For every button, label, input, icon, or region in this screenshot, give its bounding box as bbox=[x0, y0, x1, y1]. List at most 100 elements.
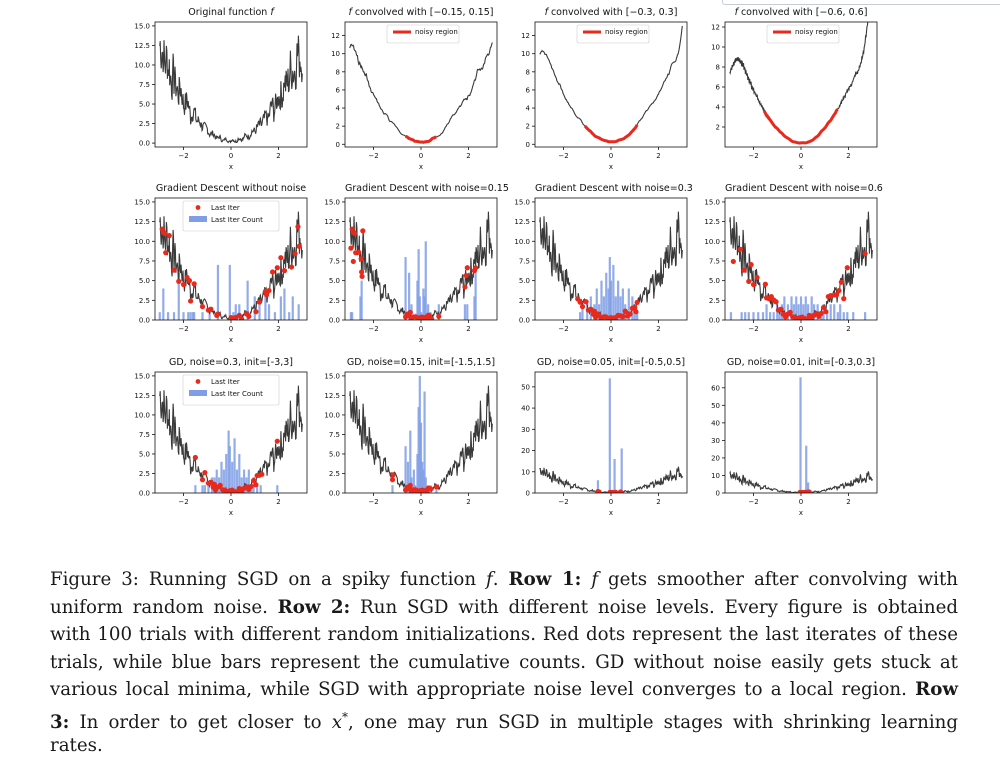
count-bar bbox=[608, 257, 611, 320]
last-iter-dot bbox=[239, 316, 245, 320]
count-bar bbox=[419, 422, 423, 493]
plot-area bbox=[539, 25, 683, 144]
legend-dot-swatch bbox=[195, 379, 201, 384]
count-bar bbox=[227, 430, 230, 493]
y-tick-label: 10 bbox=[711, 472, 720, 480]
last-iter-dot bbox=[389, 477, 396, 483]
count-bar bbox=[207, 485, 210, 493]
count-bar bbox=[740, 312, 743, 320]
count-bar bbox=[842, 312, 845, 320]
count-bar bbox=[769, 312, 772, 320]
count-bar bbox=[595, 288, 598, 320]
caption-line: trials, while blue bars represent the cu… bbox=[50, 649, 958, 677]
last-iter-dot bbox=[188, 298, 194, 304]
count-bar bbox=[600, 280, 603, 320]
count-bar bbox=[297, 304, 300, 320]
last-iter-dot bbox=[159, 226, 165, 232]
y-tick-label: 0 bbox=[526, 490, 530, 498]
count-bar bbox=[795, 296, 798, 320]
count-bar bbox=[836, 312, 839, 320]
x-axis-label: x bbox=[609, 163, 613, 171]
count-bar bbox=[208, 312, 211, 320]
count-bar bbox=[240, 477, 243, 493]
count-bar bbox=[612, 264, 615, 320]
subplot-title: Original function f bbox=[188, 7, 274, 18]
subplot-title: f convolved with [−0.3, 0.3] bbox=[544, 7, 678, 18]
last-iter-dot bbox=[823, 309, 829, 315]
y-tick-label: 7.5 bbox=[139, 81, 150, 89]
y-tick-label: 12.5 bbox=[704, 218, 720, 226]
y-tick-label: 30 bbox=[711, 437, 720, 445]
caption-text: gets smoother after convolving with bbox=[598, 569, 958, 590]
count-bar bbox=[215, 469, 218, 493]
last-iter-dot bbox=[358, 256, 364, 262]
x-axis-label: x bbox=[229, 163, 233, 171]
count-bar bbox=[408, 272, 411, 320]
last-iter-dot bbox=[199, 304, 206, 310]
last-iter-dot bbox=[750, 281, 757, 288]
last-iter-dot bbox=[426, 312, 432, 318]
last-iter-dot bbox=[348, 245, 354, 251]
caption-text: , one may run SGD in multiple stages wit… bbox=[347, 712, 958, 734]
y-tick-label: 7.5 bbox=[519, 257, 530, 265]
count-bar bbox=[404, 446, 407, 493]
last-iter-dot bbox=[619, 490, 625, 493]
count-bar bbox=[620, 448, 623, 493]
x-tick-label: −2 bbox=[368, 498, 378, 506]
count-bar bbox=[162, 288, 165, 320]
last-iter-dot bbox=[634, 299, 640, 306]
count-bar bbox=[826, 312, 829, 320]
count-bar bbox=[466, 304, 469, 320]
y-tick-label: 40 bbox=[711, 419, 720, 427]
noisy-region-line bbox=[583, 124, 639, 144]
legend: noisy region bbox=[386, 24, 460, 44]
last-iter-dot bbox=[730, 258, 736, 265]
caption-text: . bbox=[492, 569, 509, 590]
last-iter-dot bbox=[278, 255, 284, 261]
y-tick-label: 2 bbox=[336, 123, 340, 131]
count-bar bbox=[194, 485, 197, 493]
x-tick-label: 0 bbox=[799, 498, 803, 506]
x-tick-label: 0 bbox=[419, 498, 423, 506]
x-tick-label: −2 bbox=[558, 152, 568, 160]
count-bar bbox=[279, 296, 282, 320]
y-tick-label: 10 bbox=[521, 468, 530, 476]
plot-area bbox=[539, 211, 683, 320]
legend-box bbox=[386, 24, 460, 44]
count-bar bbox=[225, 453, 228, 493]
count-bar bbox=[412, 469, 415, 493]
noisy-region-line bbox=[762, 108, 839, 145]
subplot-title: GD, noise=0.01, init=[-0.3,0.3] bbox=[726, 357, 876, 368]
legend-label: noisy region bbox=[795, 28, 838, 36]
caption-bold-text: Row 1: bbox=[508, 569, 582, 590]
subplot-title: GD, noise=0.3, init=[-3,3] bbox=[168, 357, 294, 368]
y-tick-label: 2.5 bbox=[329, 297, 340, 305]
count-bar bbox=[351, 312, 354, 320]
last-iter-dot bbox=[862, 250, 868, 257]
y-tick-label: 0 bbox=[336, 141, 340, 149]
count-bar bbox=[729, 312, 733, 320]
count-bar bbox=[258, 304, 261, 320]
x-tick-label: −2 bbox=[748, 152, 758, 160]
count-bar bbox=[391, 485, 394, 493]
legend: noisy region bbox=[576, 24, 650, 44]
caption-math: f bbox=[591, 569, 599, 590]
x-tick-label: −2 bbox=[558, 325, 568, 333]
subplot-canvas: −2 0 2 x 0 10 20 30 40 50 bbox=[521, 371, 688, 517]
subplot-r3c4: GD, noise=0.01, init=[-0.3,0.3] −2 0 2 x 0 10 2… bbox=[687, 354, 883, 523]
caption-text bbox=[581, 569, 591, 590]
count-bar bbox=[802, 304, 805, 320]
x-axis-label: x bbox=[419, 163, 423, 171]
last-iter-dot bbox=[806, 489, 812, 493]
plot-area bbox=[729, 211, 873, 320]
count-bar bbox=[421, 461, 424, 493]
last-iter-dot bbox=[350, 258, 356, 265]
caption-text: Run SGD with different noise levels. Eve… bbox=[350, 596, 958, 618]
last-iter-dot bbox=[161, 230, 168, 236]
count-bar bbox=[404, 257, 407, 320]
y-tick-label: 12.5 bbox=[134, 392, 150, 400]
x-axis-label: x bbox=[419, 336, 423, 344]
count-bar bbox=[619, 296, 622, 320]
last-iter-dot bbox=[296, 243, 302, 249]
subplot-canvas: −2 0 2 x 0.0 2.5 5.0 7.5 10.0 12.5 15.0 bbox=[134, 21, 308, 171]
